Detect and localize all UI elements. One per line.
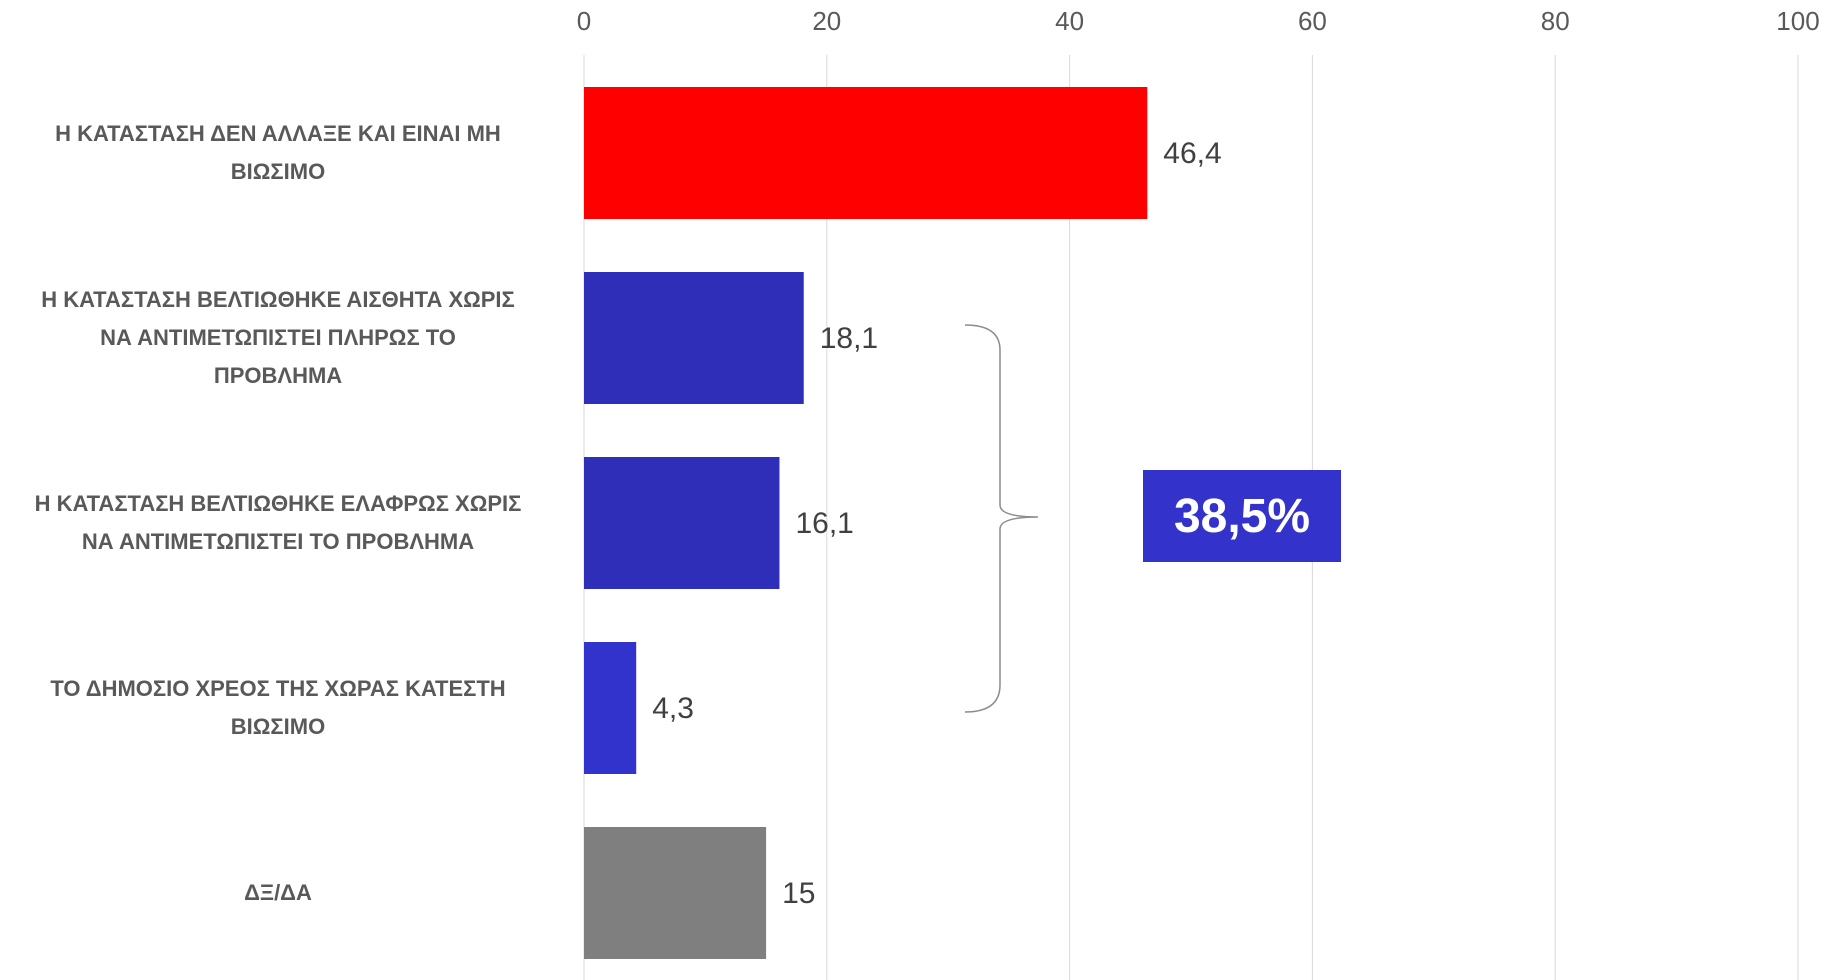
bar-1 <box>584 272 804 404</box>
category-label-line: Η ΚΑΤΑΣΤΑΣΗ ΔΕΝ ΑΛΛΑΞΕ ΚΑΙ ΕΙΝΑΙ ΜΗ <box>55 121 501 146</box>
category-label-3: ΤΟ ΔΗΜΟΣΙΟ ΧΡΕΟΣ ΤΗΣ ΧΩΡΑΣ ΚΑΤΕΣΤΗ ΒΙΩΣΙΜ… <box>0 670 556 746</box>
category-label-0: Η ΚΑΤΑΣΤΑΣΗ ΔΕΝ ΑΛΛΑΞΕ ΚΑΙ ΕΙΝΑΙ ΜΗ ΒΙΩΣΙ… <box>0 115 556 191</box>
group-bracket <box>964 324 1039 713</box>
value-label-0: 46,4 <box>1163 137 1221 170</box>
category-label-1: Η ΚΑΤΑΣΤΑΣΗ ΒΕΛΤΙΩΘΗΚΕ ΑΙΣΘΗΤΑ ΧΩΡΙΣ ΝΑ Α… <box>0 281 556 395</box>
bar-4 <box>584 827 767 959</box>
category-label-line: ΝΑ ΑΝΤΙΜΕΤΩΠΙΣΤΕΙ ΠΛΗΡΩΣ ΤΟ <box>100 325 456 350</box>
category-label-line: ΤΟ ΔΗΜΟΣΙΟ ΧΡΕΟΣ ΤΗΣ ΧΩΡΑΣ ΚΑΤΕΣΤΗ <box>50 676 506 701</box>
category-label-line: ΔΞ/ΔΑ <box>244 880 312 905</box>
x-tick-label-100: 100 <box>1776 6 1819 36</box>
group-total-callout: 38,5% <box>1143 470 1341 562</box>
category-label-line: ΒΙΩΣΙΜΟ <box>230 714 326 739</box>
x-tick-label-60: 60 <box>1298 6 1327 36</box>
value-label-2: 16,1 <box>795 507 853 540</box>
x-tick-label-0: 0 <box>577 6 591 36</box>
category-label-line: ΠΡΟΒΛΗΜΑ <box>213 363 343 388</box>
bar-2 <box>584 457 780 589</box>
x-axis-ticks: 0 20 40 60 80 100 <box>577 6 1820 36</box>
value-label-3: 4,3 <box>652 692 694 725</box>
category-label-line: ΒΙΩΣΙΜΟ <box>230 159 326 184</box>
value-labels: 46,4 18,1 16,1 4,3 15 <box>652 137 1221 910</box>
category-label-4: ΔΞ/ΔΑ <box>0 874 556 912</box>
x-tick-label-20: 20 <box>812 6 841 36</box>
x-tick-label-40: 40 <box>1055 6 1084 36</box>
category-label-line: Η ΚΑΤΑΣΤΑΣΗ ΒΕΛΤΙΩΘΗΚΕ ΕΛΑΦΡΩΣ ΧΩΡΙΣ <box>34 491 522 516</box>
category-label-line: ΝΑ ΑΝΤΙΜΕΤΩΠΙΣΤΕΙ ΤΟ ΠΡΟΒΛΗΜΑ <box>81 529 475 554</box>
x-tick-label-80: 80 <box>1541 6 1570 36</box>
category-label-line: Η ΚΑΤΑΣΤΑΣΗ ΒΕΛΤΙΩΘΗΚΕ ΑΙΣΘΗΤΑ ΧΩΡΙΣ <box>41 287 515 312</box>
bar-0 <box>584 87 1148 219</box>
bars <box>584 87 1148 959</box>
value-label-1: 18,1 <box>820 322 878 355</box>
category-label-2: Η ΚΑΤΑΣΤΑΣΗ ΒΕΛΤΙΩΘΗΚΕ ΕΛΑΦΡΩΣ ΧΩΡΙΣ ΝΑ Α… <box>0 485 556 561</box>
value-label-4: 15 <box>782 877 815 910</box>
bar-3 <box>584 642 637 774</box>
group-total-text: 38,5% <box>1173 489 1311 543</box>
